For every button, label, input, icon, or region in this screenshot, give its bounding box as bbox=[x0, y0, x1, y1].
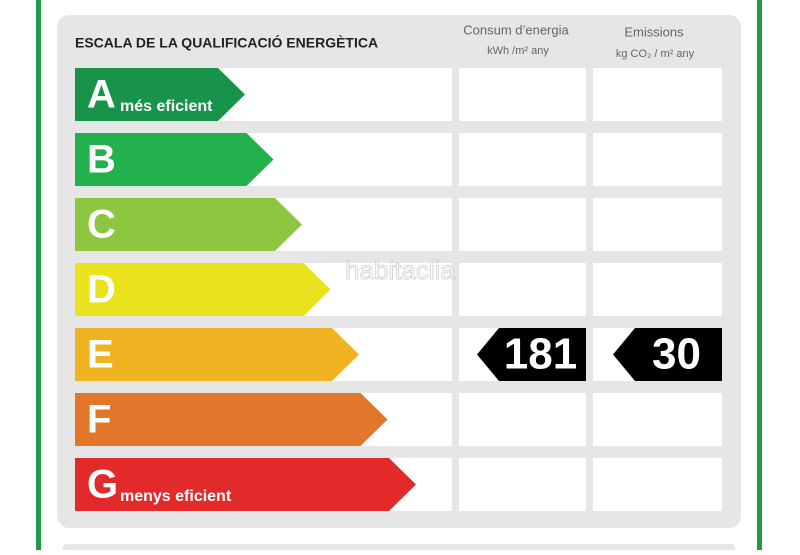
class-arrow bbox=[75, 328, 359, 381]
frame-left bbox=[36, 0, 41, 550]
column-title: Emissions bbox=[624, 24, 684, 39]
rating-marker bbox=[477, 328, 586, 381]
cell bbox=[593, 393, 722, 446]
cell bbox=[593, 458, 722, 511]
cell bbox=[459, 198, 586, 251]
cell bbox=[459, 458, 586, 511]
class-letter: F bbox=[87, 398, 111, 442]
watermark: habitaclia bbox=[345, 255, 455, 285]
cell bbox=[593, 133, 722, 186]
class-arrow bbox=[75, 133, 274, 186]
column-unit: kWh /m² any bbox=[487, 45, 549, 57]
class-arrow bbox=[75, 393, 388, 446]
cell bbox=[459, 133, 586, 186]
class-letter: C bbox=[87, 203, 116, 247]
cell bbox=[459, 263, 586, 316]
class-letter: G bbox=[87, 463, 118, 507]
cell bbox=[593, 198, 722, 251]
rating-value: 181 bbox=[504, 330, 577, 379]
cell bbox=[593, 263, 722, 316]
rating-marker bbox=[613, 328, 722, 381]
cell bbox=[459, 393, 586, 446]
class-arrow bbox=[75, 68, 245, 121]
class-letter: D bbox=[87, 268, 116, 312]
cell bbox=[593, 68, 722, 121]
panel-next bbox=[63, 544, 735, 554]
class-arrow bbox=[75, 263, 331, 316]
class-letter: A bbox=[87, 73, 116, 117]
frame-right bbox=[757, 0, 762, 550]
class-note: més eficient bbox=[120, 98, 213, 115]
column-title: Consum d’energia bbox=[463, 22, 569, 37]
class-letter: B bbox=[87, 138, 116, 182]
class-note: menys eficient bbox=[120, 488, 232, 505]
title: ESCALA DE LA QUALIFICACIÓ ENERGÈTICA bbox=[75, 34, 378, 51]
rating-value: 30 bbox=[652, 330, 701, 379]
cell bbox=[459, 68, 586, 121]
class-arrow bbox=[75, 198, 302, 251]
class-arrow bbox=[75, 458, 416, 511]
column-unit: kg CO₂ / m² any bbox=[616, 48, 695, 60]
class-letter: E bbox=[87, 333, 114, 377]
